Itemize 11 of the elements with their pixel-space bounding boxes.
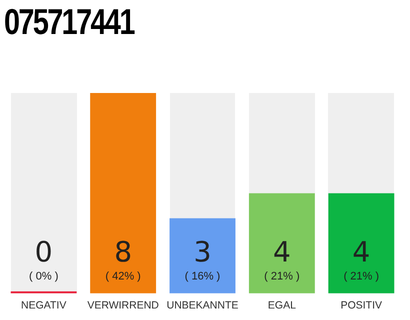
- x-tick-label: VERWIRREND: [87, 300, 160, 312]
- chart-title: 075717441: [4, 1, 134, 42]
- data-label: 4 ( 21% ): [264, 235, 300, 282]
- x-tick-label: NEGATIV: [21, 300, 66, 312]
- x-tick-label: UNBEKANNTE: [166, 300, 238, 312]
- x-tick-label: EGAL: [268, 300, 296, 312]
- data-label: 8 ( 42% ): [105, 235, 141, 282]
- data-label: 4 ( 21% ): [344, 235, 380, 282]
- data-label: 0 ( 0% ): [29, 235, 58, 282]
- x-tick-label: POSITIV: [340, 300, 382, 312]
- data-label: 3 ( 16% ): [184, 235, 220, 282]
